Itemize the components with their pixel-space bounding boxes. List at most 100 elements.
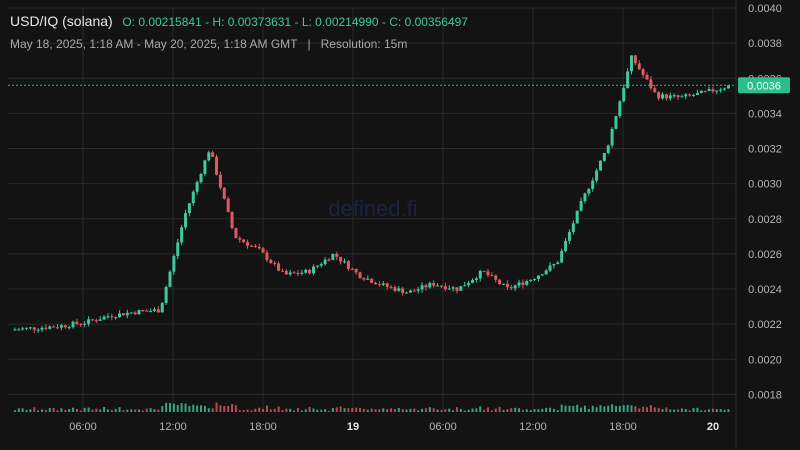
- volume-bar: [657, 407, 660, 412]
- candle-body: [304, 269, 308, 273]
- volume-bar: [149, 408, 152, 412]
- x-tick-label: 20: [707, 421, 719, 433]
- volume-bar: [366, 409, 369, 412]
- volume-bar: [599, 405, 602, 412]
- volume-bar: [514, 407, 517, 412]
- candle-body: [257, 246, 261, 249]
- volume-bar: [719, 409, 722, 412]
- candle-body: [699, 90, 703, 93]
- y-tick-label: 0.0034: [748, 108, 782, 120]
- candle-body: [544, 270, 548, 275]
- candle-body: [715, 90, 719, 92]
- candle-body: [265, 252, 269, 260]
- candle-body: [292, 272, 296, 274]
- date-range: May 18, 2025, 1:18 AM - May 20, 2025, 1:…: [10, 37, 298, 51]
- candle-body: [249, 245, 253, 247]
- volume-bar: [207, 408, 210, 412]
- candle-body: [494, 275, 498, 280]
- volume-bar: [157, 409, 160, 412]
- volume-bar: [114, 408, 117, 412]
- volume-bar: [680, 408, 683, 412]
- candle-body: [405, 292, 409, 294]
- volume-bar: [269, 409, 272, 412]
- volume-bar: [525, 409, 528, 412]
- volume-bar: [549, 407, 552, 412]
- candle-body: [59, 325, 63, 328]
- candle-body: [133, 312, 137, 315]
- candle-body: [145, 310, 149, 312]
- volume-bar: [653, 407, 656, 412]
- candle-body: [261, 248, 265, 253]
- candle-body: [44, 327, 48, 329]
- x-tick-label: 06:00: [69, 421, 97, 433]
- candle-body: [560, 250, 564, 263]
- candle-body: [277, 263, 281, 271]
- candle-body: [32, 327, 36, 330]
- volume-bar: [68, 409, 71, 412]
- volume-bar: [184, 403, 187, 412]
- candle-body: [618, 101, 622, 117]
- candle-body: [684, 94, 688, 97]
- volume-bar: [134, 409, 137, 412]
- volume-bar: [506, 409, 509, 412]
- volume-bar: [696, 407, 699, 412]
- volume-bar: [145, 408, 148, 412]
- title-line: USD/IQ (solana) O: 0.00215841 - H: 0.003…: [10, 11, 468, 32]
- volume-bar: [537, 409, 540, 412]
- candle-body: [645, 74, 649, 80]
- volume-bar: [638, 408, 641, 412]
- volume-bar: [234, 405, 237, 412]
- candle-body: [540, 274, 544, 276]
- volume-bar: [56, 410, 59, 412]
- volume-bar: [688, 410, 691, 412]
- volume-bar: [242, 410, 245, 412]
- volume-bar: [614, 406, 617, 412]
- volume-bar: [106, 409, 109, 412]
- volume-bar: [479, 406, 482, 412]
- candle-body: [129, 312, 133, 314]
- candle-body: [168, 271, 172, 287]
- candle-body: [416, 289, 420, 291]
- grid: [8, 7, 736, 412]
- volume-bar: [60, 408, 63, 412]
- volume-bar: [362, 408, 365, 412]
- candle-body: [83, 323, 87, 325]
- candle-body: [629, 55, 633, 72]
- candle-body: [242, 239, 246, 243]
- volume-bar: [711, 408, 714, 412]
- candle-body: [474, 278, 478, 281]
- volume-bar: [250, 410, 253, 412]
- candle-body: [176, 242, 180, 257]
- volume-bar: [727, 409, 730, 412]
- volume-bar: [130, 409, 133, 412]
- candle-body: [273, 263, 277, 265]
- candle-body: [424, 285, 428, 288]
- candle-body: [315, 265, 319, 267]
- volume-bar: [374, 409, 377, 412]
- volume-bar: [440, 410, 443, 412]
- volume-bar: [25, 410, 28, 412]
- candle-body: [637, 63, 641, 70]
- candle-body: [207, 152, 211, 161]
- candle-body: [470, 280, 474, 283]
- candle-body: [87, 319, 91, 324]
- candle-body: [63, 325, 67, 328]
- candle-body: [703, 90, 707, 92]
- candle-body: [529, 279, 533, 282]
- volume-bar: [17, 408, 20, 412]
- volume-bar: [417, 410, 420, 412]
- volume-bar: [72, 407, 75, 412]
- close-value: C: 0.00356497: [389, 15, 468, 29]
- high-value: H: 0.00373631: [212, 15, 292, 29]
- candle-body: [451, 287, 455, 289]
- volume-bar: [41, 409, 44, 412]
- candle-body: [587, 188, 591, 194]
- volume-bar: [463, 410, 466, 412]
- volume-bar: [87, 407, 90, 412]
- volume-bar: [192, 404, 195, 412]
- volume-bar: [665, 407, 668, 412]
- volume-bar: [122, 410, 125, 412]
- chart-header: USD/IQ (solana) O: 0.00215841 - H: 0.003…: [10, 11, 468, 54]
